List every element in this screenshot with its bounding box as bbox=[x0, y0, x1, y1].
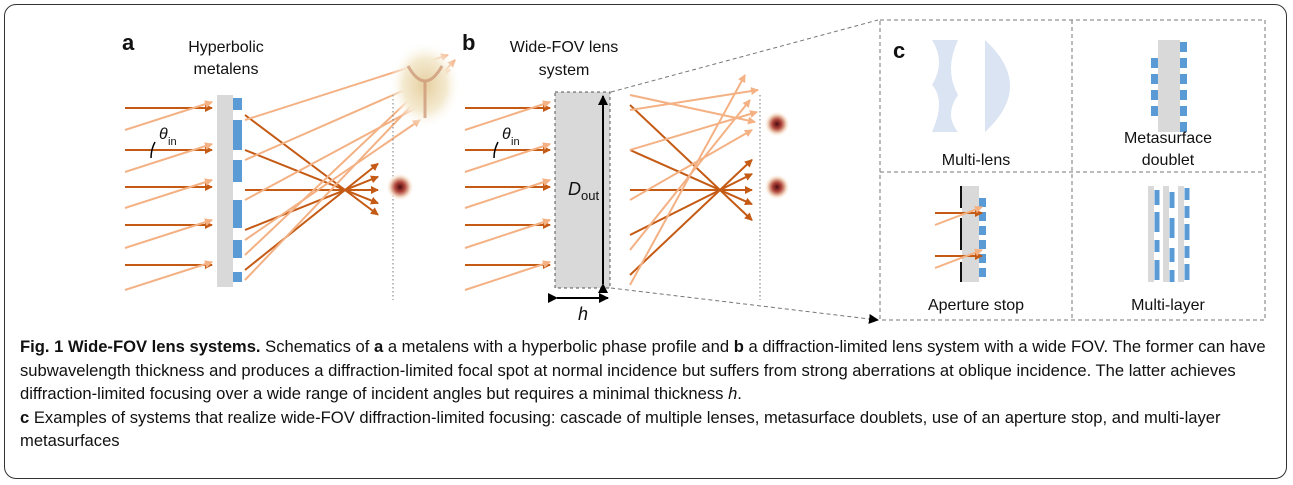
ray bbox=[465, 144, 550, 172]
lens-element bbox=[985, 40, 1010, 132]
cell-label: doublet bbox=[1142, 152, 1195, 169]
caption-run: Schematics of bbox=[261, 337, 374, 356]
angle-subscript: in bbox=[511, 136, 520, 148]
caption-run: c bbox=[20, 408, 29, 427]
lens-element bbox=[932, 40, 958, 132]
panel-title: metalens bbox=[194, 61, 259, 78]
thickness-symbol: h bbox=[578, 304, 588, 324]
caption-run: . bbox=[737, 384, 742, 403]
caption-run: Examples of systems that realize wide-FO… bbox=[20, 408, 1221, 451]
cell-label: Aperture stop bbox=[928, 297, 1024, 314]
ray bbox=[630, 95, 755, 122]
cell-label: Multi-layer bbox=[1131, 297, 1205, 314]
caption-paragraph: Fig. 1 Wide-FOV lens systems. Schematics… bbox=[20, 335, 1275, 406]
meta-atoms bbox=[979, 198, 986, 277]
panel-label: a bbox=[122, 30, 135, 55]
caption-paragraph: c Examples of systems that realize wide-… bbox=[20, 406, 1275, 453]
panel-title: Hyperbolic bbox=[188, 39, 264, 56]
focal-spot bbox=[764, 174, 790, 200]
panel-title: system bbox=[539, 62, 590, 79]
ray bbox=[245, 164, 378, 270]
panel-label: b bbox=[462, 30, 475, 55]
caption-run: b bbox=[734, 337, 744, 356]
angle-subscript: in bbox=[168, 136, 177, 148]
focal-spot bbox=[386, 173, 414, 201]
caption-run: h bbox=[728, 384, 737, 403]
substrate bbox=[1158, 40, 1180, 132]
focal-spot bbox=[764, 111, 790, 137]
page: a Hyperbolic metalens θ in b Wide-FOV le… bbox=[0, 0, 1293, 485]
ray bbox=[245, 177, 378, 230]
layers bbox=[1148, 186, 1187, 282]
angle-symbol: θ bbox=[502, 126, 511, 143]
diameter-subscript: out bbox=[581, 188, 599, 203]
panel-title: Wide-FOV lens bbox=[510, 39, 618, 56]
angle-symbol: θ bbox=[159, 126, 168, 143]
lens-substrate bbox=[217, 95, 233, 287]
cell-label: Multi-lens bbox=[942, 152, 1010, 169]
ray bbox=[125, 262, 212, 290]
caption-run: Fig. 1 Wide-FOV lens systems. bbox=[20, 337, 261, 356]
caption-run: a metalens with a hyperbolic phase profi… bbox=[383, 337, 734, 356]
ray bbox=[125, 102, 212, 130]
ray bbox=[125, 144, 212, 172]
ray bbox=[465, 262, 550, 290]
ray bbox=[465, 180, 550, 208]
zoom-line bbox=[611, 288, 878, 320]
diameter-symbol: D bbox=[568, 179, 581, 199]
substrate bbox=[962, 186, 979, 282]
caption-run: a bbox=[374, 337, 383, 356]
ray bbox=[630, 105, 752, 220]
caption: Fig. 1 Wide-FOV lens systems. Schematics… bbox=[20, 335, 1275, 453]
figure: a Hyperbolic metalens θ in b Wide-FOV le… bbox=[0, 0, 1293, 330]
ray bbox=[125, 180, 212, 208]
panel-label: c bbox=[893, 38, 905, 63]
cell-label: Metasurface bbox=[1124, 130, 1212, 147]
meta-atoms bbox=[233, 98, 242, 282]
